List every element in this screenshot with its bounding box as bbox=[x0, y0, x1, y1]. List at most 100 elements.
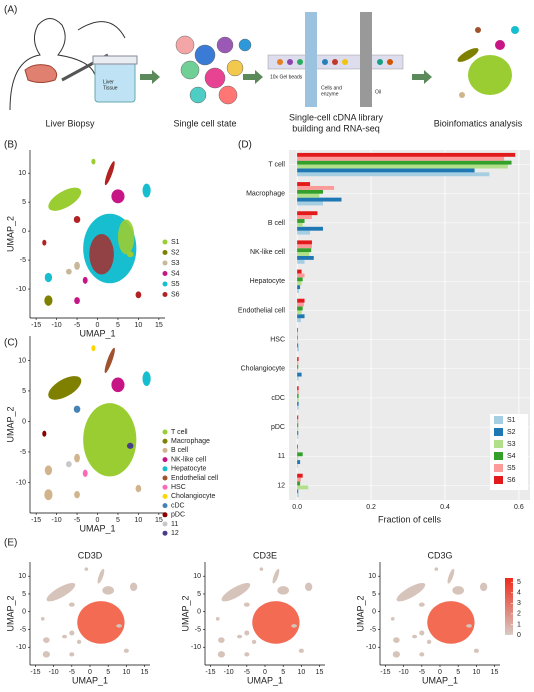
cell-cluster bbox=[89, 234, 114, 275]
legend-label: S2 bbox=[507, 429, 516, 436]
umap-points bbox=[390, 567, 488, 658]
cell-cluster bbox=[69, 652, 75, 657]
bar bbox=[297, 259, 305, 264]
step-label: Bioinfomatics analysis bbox=[434, 118, 523, 128]
x-tick-label: 0.4 bbox=[440, 504, 450, 511]
cell-cluster bbox=[473, 648, 479, 653]
cell-cluster bbox=[426, 639, 432, 645]
cell-cluster bbox=[392, 651, 401, 658]
cell-cluster bbox=[142, 371, 151, 387]
plot-title: CD3E bbox=[253, 550, 277, 560]
legend-swatch bbox=[494, 440, 503, 448]
annotation: 10x Gel beads bbox=[270, 74, 303, 80]
x-tick-label: 0.0 bbox=[292, 504, 302, 511]
x-tick-label: -10 bbox=[49, 669, 59, 676]
bar bbox=[297, 489, 299, 494]
cell-cluster bbox=[42, 430, 47, 437]
bar bbox=[297, 473, 303, 478]
cell-cluster bbox=[418, 602, 425, 607]
x-axis-label: UMAP_1 bbox=[79, 523, 115, 533]
bar bbox=[297, 423, 299, 428]
cell-cluster bbox=[44, 272, 53, 283]
bar bbox=[297, 164, 508, 169]
bar bbox=[297, 240, 312, 245]
cell-cluster bbox=[142, 183, 151, 198]
y-tick-label: 10 bbox=[18, 357, 26, 364]
x-tick-label: 0 bbox=[88, 669, 92, 676]
bar bbox=[297, 394, 299, 398]
x-tick-label: 5 bbox=[281, 669, 285, 676]
cell-cluster bbox=[130, 582, 138, 592]
cell-cluster bbox=[237, 634, 243, 639]
cell-cluster bbox=[68, 602, 75, 607]
cell-cluster bbox=[74, 491, 80, 499]
bar bbox=[297, 485, 309, 490]
bar bbox=[297, 405, 299, 410]
x-tick-label: -10 bbox=[52, 322, 62, 329]
bar bbox=[297, 448, 298, 453]
cell-cluster bbox=[272, 568, 280, 584]
cell-cluster bbox=[69, 630, 75, 636]
x-axis-label: UMAP_1 bbox=[247, 675, 283, 685]
y-tick-label: 0 bbox=[22, 609, 26, 616]
cell-cluster bbox=[43, 637, 50, 643]
cell-cluster bbox=[44, 489, 53, 501]
cell-cluster bbox=[111, 377, 125, 393]
umap-points bbox=[42, 345, 151, 501]
cell-cluster bbox=[291, 624, 297, 628]
y-tick-label: 0 bbox=[197, 609, 201, 616]
bar bbox=[297, 481, 301, 486]
cell-cluster bbox=[244, 630, 250, 636]
cell-cluster bbox=[135, 484, 142, 493]
y-tick-label: 5 bbox=[372, 591, 376, 598]
x-tick-label: 15 bbox=[155, 517, 163, 524]
bar bbox=[297, 368, 298, 373]
umap-points bbox=[215, 567, 313, 658]
y-tick-label: 10 bbox=[18, 170, 26, 177]
cell-cluster bbox=[42, 651, 50, 658]
bar bbox=[297, 182, 311, 186]
cell-cluster bbox=[48, 376, 82, 400]
y-tick-label: 5 bbox=[197, 591, 201, 598]
y-tick-label: -10 bbox=[191, 644, 201, 651]
cell-cluster bbox=[252, 601, 300, 644]
cell-cluster bbox=[434, 567, 439, 571]
bar bbox=[297, 285, 301, 290]
bar bbox=[297, 310, 302, 315]
cell-cluster bbox=[427, 601, 475, 644]
microfluidics-illustration bbox=[267, 12, 404, 107]
legend-label: 12 bbox=[171, 530, 179, 537]
bar bbox=[297, 331, 298, 336]
umap-points bbox=[42, 158, 151, 306]
cell-cluster bbox=[111, 189, 125, 204]
colorbar-label: 0 bbox=[517, 632, 521, 639]
bar bbox=[297, 189, 324, 194]
x-tick-label: 15 bbox=[141, 669, 149, 676]
cell-cluster bbox=[44, 295, 53, 306]
panel-label: (C) bbox=[4, 338, 18, 349]
annotation: Oil bbox=[375, 89, 381, 95]
bar bbox=[297, 314, 305, 319]
y-tick-label: 5 bbox=[22, 199, 26, 206]
y-tick-label: -5 bbox=[195, 626, 201, 633]
cell-cluster bbox=[91, 345, 96, 352]
bar bbox=[297, 172, 490, 177]
umap-points bbox=[40, 567, 138, 658]
y-tick-label: 5 bbox=[22, 591, 26, 598]
x-tick-label: 10 bbox=[122, 669, 130, 676]
step-label: Single cell state bbox=[173, 118, 236, 128]
y-tick-label: 0 bbox=[22, 228, 26, 235]
cell-cluster bbox=[126, 251, 134, 258]
cell-cluster bbox=[73, 216, 81, 223]
legend-swatch bbox=[494, 416, 503, 424]
x-tick-label: -15 bbox=[30, 669, 40, 676]
x-tick-label: 10 bbox=[135, 517, 143, 524]
bar bbox=[297, 298, 305, 303]
legend-swatch bbox=[162, 429, 168, 435]
cell-cluster bbox=[419, 630, 425, 636]
bar bbox=[297, 360, 299, 365]
y-tick-label: Macrophage bbox=[246, 191, 285, 198]
cell-cluster bbox=[452, 586, 464, 595]
cell-cluster bbox=[116, 624, 123, 628]
